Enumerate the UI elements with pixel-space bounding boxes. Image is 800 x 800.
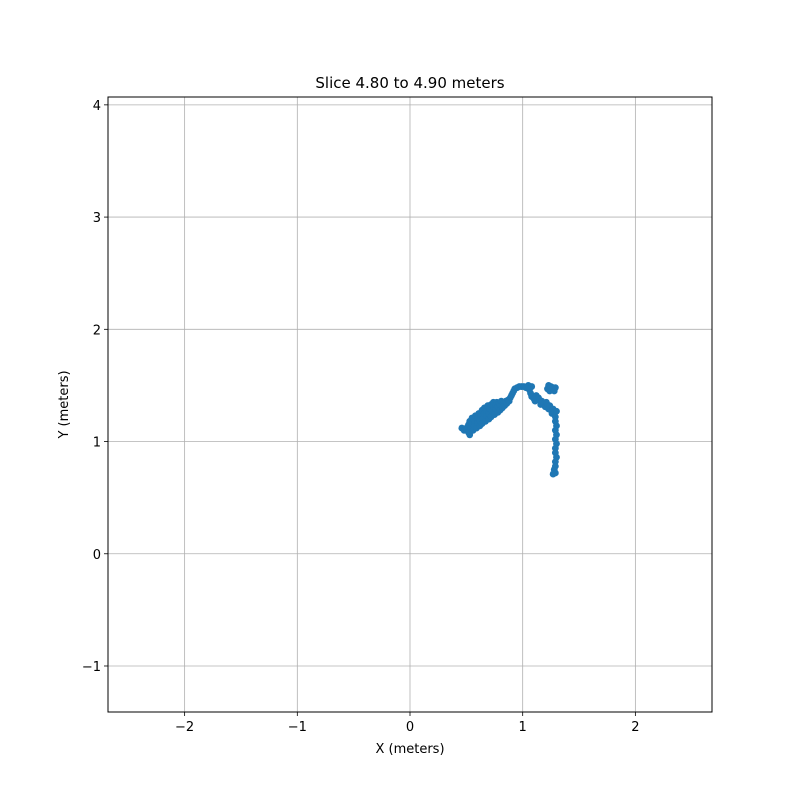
scatter-series [458,382,560,478]
x-tick-label: 2 [631,720,639,735]
x-tick-label: −2 [175,720,194,735]
x-tick-label: 0 [406,720,414,735]
y-tick-label: 3 [93,211,101,226]
y-axis-label: Y (meters) [57,370,72,439]
y-tick-label: 0 [93,548,101,563]
x-axis-label: X (meters) [375,742,444,757]
x-tick-label: −1 [288,720,307,735]
grid [108,97,712,712]
x-tick-label: 1 [519,720,527,735]
y-tick-label: 2 [93,323,101,338]
y-tick-label: 4 [93,99,101,114]
scatter-point [549,470,557,478]
y-tick-label: 1 [93,436,101,451]
axis-ticks: −2 −1 0 1 2 −1 0 1 2 3 4 [82,99,640,735]
scatter-point [551,384,559,392]
scatter-point [553,407,560,415]
y-tick-label: −1 [82,660,101,675]
chart-title: Slice 4.80 to 4.90 meters [315,74,504,92]
